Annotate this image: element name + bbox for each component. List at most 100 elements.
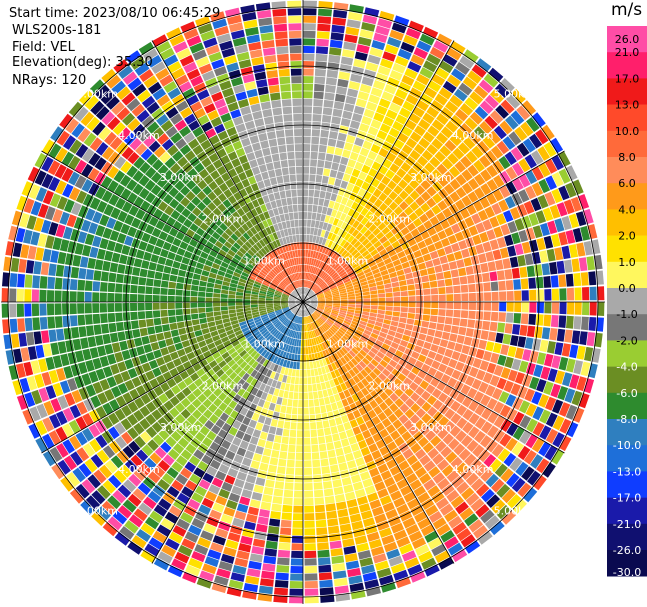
gate <box>318 221 324 229</box>
gate <box>309 293 316 298</box>
gate <box>308 354 313 362</box>
gate <box>529 302 537 313</box>
gate <box>468 310 476 320</box>
gate <box>403 491 416 503</box>
gate <box>502 258 511 269</box>
gate <box>459 507 474 521</box>
gate <box>475 222 486 234</box>
gate <box>304 287 307 295</box>
gate <box>495 332 504 344</box>
gate <box>342 275 350 282</box>
gate <box>551 302 560 314</box>
gate <box>358 235 367 243</box>
gate <box>317 298 325 301</box>
gate <box>514 372 525 385</box>
gate <box>339 292 348 296</box>
gate <box>387 36 402 48</box>
gate <box>489 239 499 251</box>
gate <box>398 460 410 471</box>
gate <box>487 261 497 272</box>
gate <box>531 437 545 453</box>
gate <box>424 162 436 174</box>
gate <box>479 435 492 448</box>
gate <box>486 229 496 241</box>
gate <box>423 460 436 472</box>
gate <box>460 467 474 481</box>
gate <box>366 275 375 281</box>
gate <box>310 159 318 167</box>
gate <box>551 355 561 369</box>
gate <box>400 307 408 313</box>
gate <box>314 504 325 513</box>
gate <box>499 170 511 184</box>
gate <box>320 214 326 222</box>
gate <box>332 218 340 226</box>
gate <box>517 445 531 461</box>
gate <box>322 107 333 116</box>
gate <box>429 156 441 168</box>
gate <box>356 495 369 506</box>
gate <box>309 323 313 331</box>
gate <box>442 433 454 445</box>
gate <box>397 48 412 60</box>
gate <box>480 262 489 273</box>
gate <box>311 283 316 290</box>
gate <box>324 92 335 101</box>
gate <box>340 196 349 206</box>
gate <box>420 348 430 357</box>
gate <box>307 290 313 297</box>
gate <box>415 544 430 556</box>
gate <box>596 317 604 332</box>
gate <box>332 308 340 312</box>
gate <box>359 83 372 94</box>
gate <box>467 274 475 284</box>
gate <box>314 311 321 317</box>
gate <box>383 196 393 207</box>
gate <box>303 76 314 84</box>
gate <box>467 319 476 328</box>
gate <box>420 524 435 537</box>
gate <box>307 289 312 296</box>
gate <box>327 248 333 257</box>
gate <box>487 331 497 342</box>
gate <box>314 76 326 85</box>
gate <box>526 265 535 277</box>
gate <box>389 403 399 413</box>
gate <box>509 457 523 472</box>
gate <box>383 435 394 445</box>
gate <box>387 373 397 382</box>
gate <box>406 222 416 232</box>
gate <box>441 158 454 170</box>
gate <box>468 292 476 301</box>
gate <box>336 171 344 180</box>
gate <box>330 371 337 379</box>
gate <box>342 110 353 120</box>
gate <box>454 343 463 353</box>
gate <box>368 94 380 105</box>
gate <box>385 292 393 298</box>
gate <box>377 222 387 231</box>
gate <box>398 358 408 367</box>
gate <box>386 334 395 342</box>
gate <box>374 257 383 264</box>
gate <box>392 311 400 317</box>
gate <box>464 375 475 387</box>
gate <box>480 169 492 182</box>
gate <box>310 297 317 300</box>
gate <box>311 284 317 291</box>
gate <box>306 234 310 242</box>
gate <box>404 206 414 216</box>
gate <box>388 249 397 257</box>
gate <box>369 499 382 510</box>
gate <box>482 320 491 331</box>
gate <box>308 281 312 289</box>
gate <box>317 303 325 306</box>
gate <box>514 290 522 301</box>
gate <box>303 302 309 307</box>
colorbar-tick-label: 26.0 <box>615 33 640 46</box>
gate <box>353 355 362 363</box>
gate <box>314 220 320 229</box>
gate <box>442 385 453 396</box>
gate <box>329 540 342 549</box>
gate <box>441 331 451 341</box>
